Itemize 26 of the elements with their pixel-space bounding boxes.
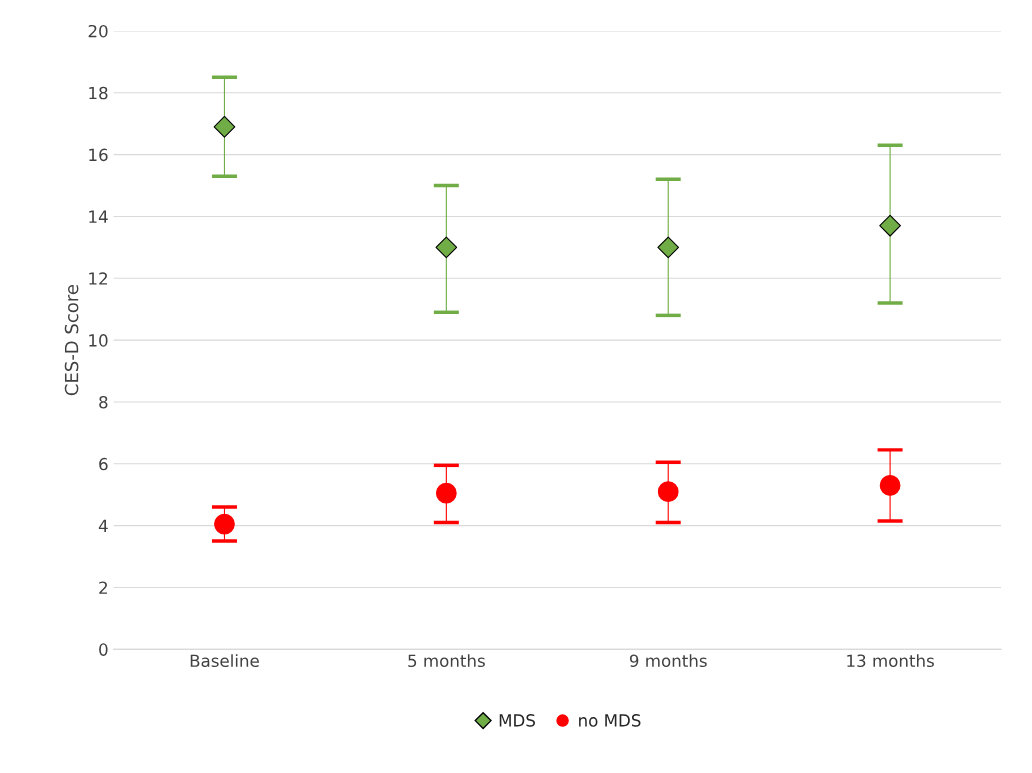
point [213, 115, 236, 138]
x-tick-label: 9 months [629, 654, 707, 668]
y-tick-label: 12 [89, 272, 107, 285]
point [657, 481, 679, 503]
point [657, 236, 680, 259]
y-tick-label: 6 [99, 457, 108, 471]
y-tick-label: 10 [89, 334, 108, 347]
legend-label: no MDS [579, 714, 641, 727]
x-tick-label: 5 months [408, 654, 485, 668]
y-tick-label: 4 [98, 519, 108, 532]
y-tick-label: 14 [89, 210, 108, 223]
y-tick-label: 8 [99, 395, 108, 409]
y-tick-label: 18 [89, 86, 108, 100]
y-tick-label: 20 [88, 24, 108, 38]
point [435, 236, 458, 259]
y-tick-label: 16 [89, 148, 108, 162]
point [879, 475, 901, 496]
point [435, 482, 457, 504]
legend-label: MDS [499, 714, 535, 727]
point [879, 214, 901, 237]
y-axis-title: CES-D Score [64, 284, 79, 396]
point [214, 513, 235, 535]
x-tick-label: Baseline [190, 654, 259, 668]
x-tick-label: 13 months [847, 654, 934, 668]
y-tick-label: 0 [99, 643, 108, 656]
y-tick-label: 2 [99, 581, 107, 594]
